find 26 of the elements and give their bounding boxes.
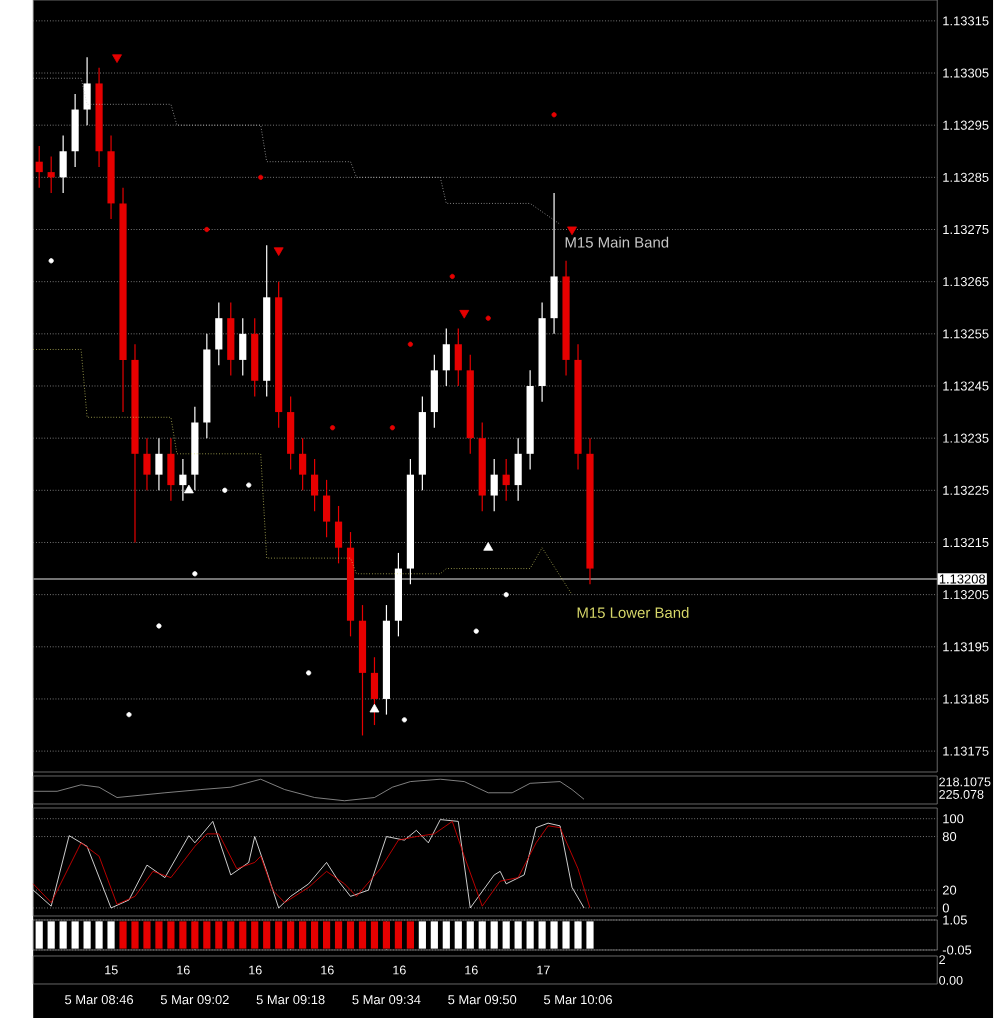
candlestick — [490, 458, 499, 512]
candlestick — [227, 301, 235, 377]
candlestick — [239, 317, 247, 377]
candlestick — [47, 155, 56, 194]
candlestick — [251, 317, 259, 398]
candlestick — [323, 479, 331, 538]
candlestick — [35, 145, 44, 189]
candlestick — [215, 301, 223, 366]
candlestick — [502, 458, 511, 502]
candlestick — [443, 328, 451, 387]
candlestick — [550, 192, 559, 335]
candlestick — [335, 505, 343, 564]
candlestick — [299, 437, 307, 491]
candlestick — [455, 328, 463, 387]
candlestick — [71, 93, 80, 168]
candlestick — [371, 656, 379, 726]
candlestick — [311, 458, 319, 512]
candlestick — [83, 56, 92, 126]
candlestick — [155, 437, 163, 491]
candlestick — [143, 437, 151, 491]
candlestick — [431, 354, 439, 429]
candlestick — [167, 437, 175, 502]
candlestick — [59, 135, 68, 194]
candlestick — [514, 437, 523, 502]
candlestick — [287, 395, 295, 471]
candlestick — [179, 458, 187, 502]
